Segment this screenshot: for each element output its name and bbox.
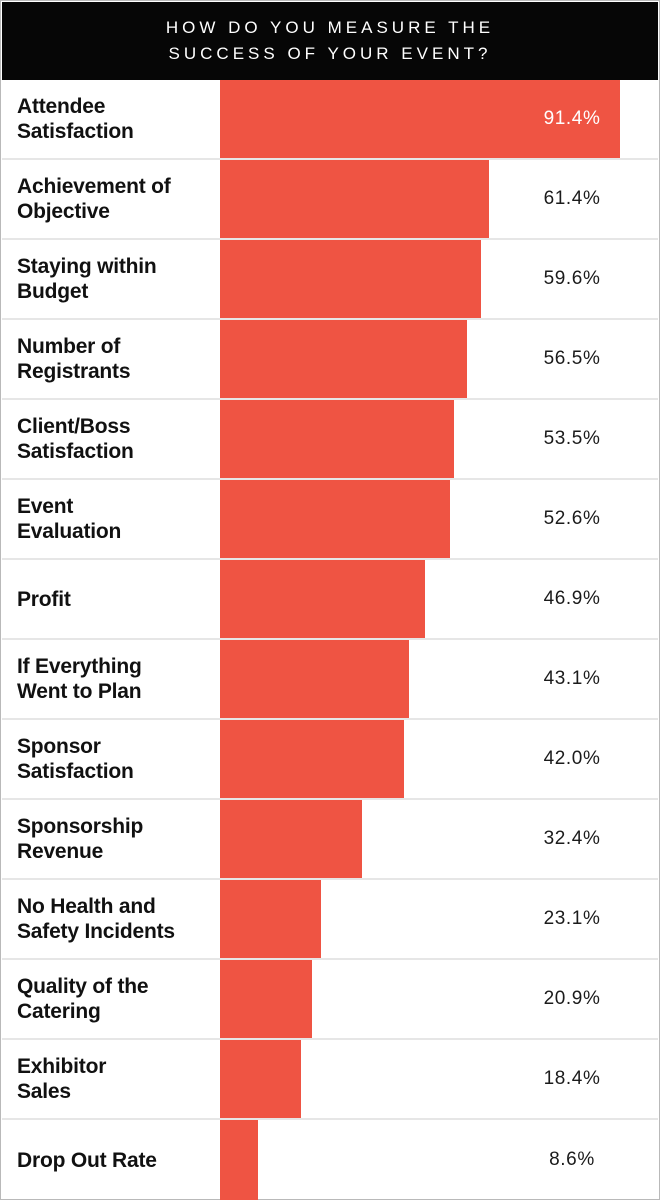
value-label: 59.6% bbox=[543, 268, 601, 289]
value-label: 56.5% bbox=[543, 348, 601, 369]
chart-row: Staying within Budget 59.6% bbox=[2, 240, 658, 320]
bar bbox=[220, 1120, 258, 1200]
bar-chart: Attendee Satisfaction 91.4% Achievement … bbox=[2, 80, 658, 1200]
header-banner: HOW DO YOU MEASURE THE SUCCESS OF YOUR E… bbox=[2, 2, 658, 80]
category-label: Sponsorship Revenue bbox=[17, 815, 144, 863]
value-label: 52.6% bbox=[543, 508, 601, 529]
value-label: 20.9% bbox=[543, 988, 601, 1009]
category-label: Staying within Budget bbox=[17, 255, 157, 303]
value-label: 18.4% bbox=[543, 1068, 601, 1089]
chart-row: Quality of the Catering 20.9% bbox=[2, 960, 658, 1040]
value-label: 61.4% bbox=[543, 188, 601, 209]
chart-row: Attendee Satisfaction 91.4% bbox=[2, 80, 658, 160]
category-label: If Everything Went to Plan bbox=[17, 655, 142, 703]
bar bbox=[220, 1040, 301, 1118]
bar bbox=[220, 720, 404, 798]
value-label: 43.1% bbox=[543, 668, 601, 689]
bar-area: 52.6% bbox=[220, 480, 658, 558]
category-label: Number of Registrants bbox=[17, 335, 131, 383]
bar-area: 59.6% bbox=[220, 240, 658, 318]
category-label: Event Evaluation bbox=[17, 495, 122, 543]
value-label: 53.5% bbox=[543, 428, 601, 449]
bar-area: 61.4% bbox=[220, 160, 658, 238]
chart-row: Exhibitor Sales 18.4% bbox=[2, 1040, 658, 1120]
chart-row: No Health and Safety Incidents 23.1% bbox=[2, 880, 658, 960]
chart-row: Sponsorship Revenue 32.4% bbox=[2, 800, 658, 880]
chart-row: If Everything Went to Plan 43.1% bbox=[2, 640, 658, 720]
bar-area: 23.1% bbox=[220, 880, 658, 958]
bar bbox=[220, 640, 409, 718]
bar-area: 43.1% bbox=[220, 640, 658, 718]
category-label: No Health and Safety Incidents bbox=[17, 895, 175, 943]
category-label: Sponsor Satisfaction bbox=[17, 735, 134, 783]
bar bbox=[220, 160, 489, 238]
value-label: 23.1% bbox=[543, 908, 601, 929]
bar bbox=[220, 880, 322, 958]
chart-row: Client/Boss Satisfaction 53.5% bbox=[2, 400, 658, 480]
bar bbox=[220, 480, 451, 558]
bar-area: 18.4% bbox=[220, 1040, 658, 1118]
value-label: 42.0% bbox=[543, 748, 601, 769]
bar bbox=[220, 960, 312, 1038]
value-label: 91.4% bbox=[543, 108, 601, 129]
value-label: 46.9% bbox=[543, 588, 601, 609]
bar bbox=[220, 400, 455, 478]
category-label: Quality of the Catering bbox=[17, 975, 149, 1023]
bar bbox=[220, 560, 426, 638]
bar-area: 91.4% bbox=[220, 80, 658, 158]
chart-row: Event Evaluation 52.6% bbox=[2, 480, 658, 560]
category-label: Profit bbox=[17, 587, 71, 611]
bar bbox=[220, 320, 468, 398]
chart-row: Drop Out Rate 8.6% bbox=[2, 1120, 658, 1200]
category-label: Exhibitor Sales bbox=[17, 1055, 107, 1103]
bar-area: 20.9% bbox=[220, 960, 658, 1038]
chart-title: HOW DO YOU MEASURE THE SUCCESS OF YOUR E… bbox=[165, 18, 495, 63]
bar-area: 32.4% bbox=[220, 800, 658, 878]
category-label: Drop Out Rate bbox=[17, 1148, 157, 1172]
bar bbox=[220, 800, 362, 878]
chart-row: Number of Registrants 56.5% bbox=[2, 320, 658, 400]
value-label: 8.6% bbox=[549, 1149, 595, 1170]
bar-area: 8.6% bbox=[220, 1120, 658, 1200]
bar-area: 56.5% bbox=[220, 320, 658, 398]
bar-area: 53.5% bbox=[220, 400, 658, 478]
category-label: Client/Boss Satisfaction bbox=[17, 415, 134, 463]
bar-area: 42.0% bbox=[220, 720, 658, 798]
category-label: Achievement of Objective bbox=[17, 175, 171, 223]
bar-area: 46.9% bbox=[220, 560, 658, 638]
category-label: Attendee Satisfaction bbox=[17, 95, 134, 143]
chart-row: Sponsor Satisfaction 42.0% bbox=[2, 720, 658, 800]
bar bbox=[220, 80, 621, 158]
bar bbox=[220, 240, 482, 318]
chart-row: Achievement of Objective 61.4% bbox=[2, 160, 658, 240]
value-label: 32.4% bbox=[543, 828, 601, 849]
chart-row: Profit 46.9% bbox=[2, 560, 658, 640]
